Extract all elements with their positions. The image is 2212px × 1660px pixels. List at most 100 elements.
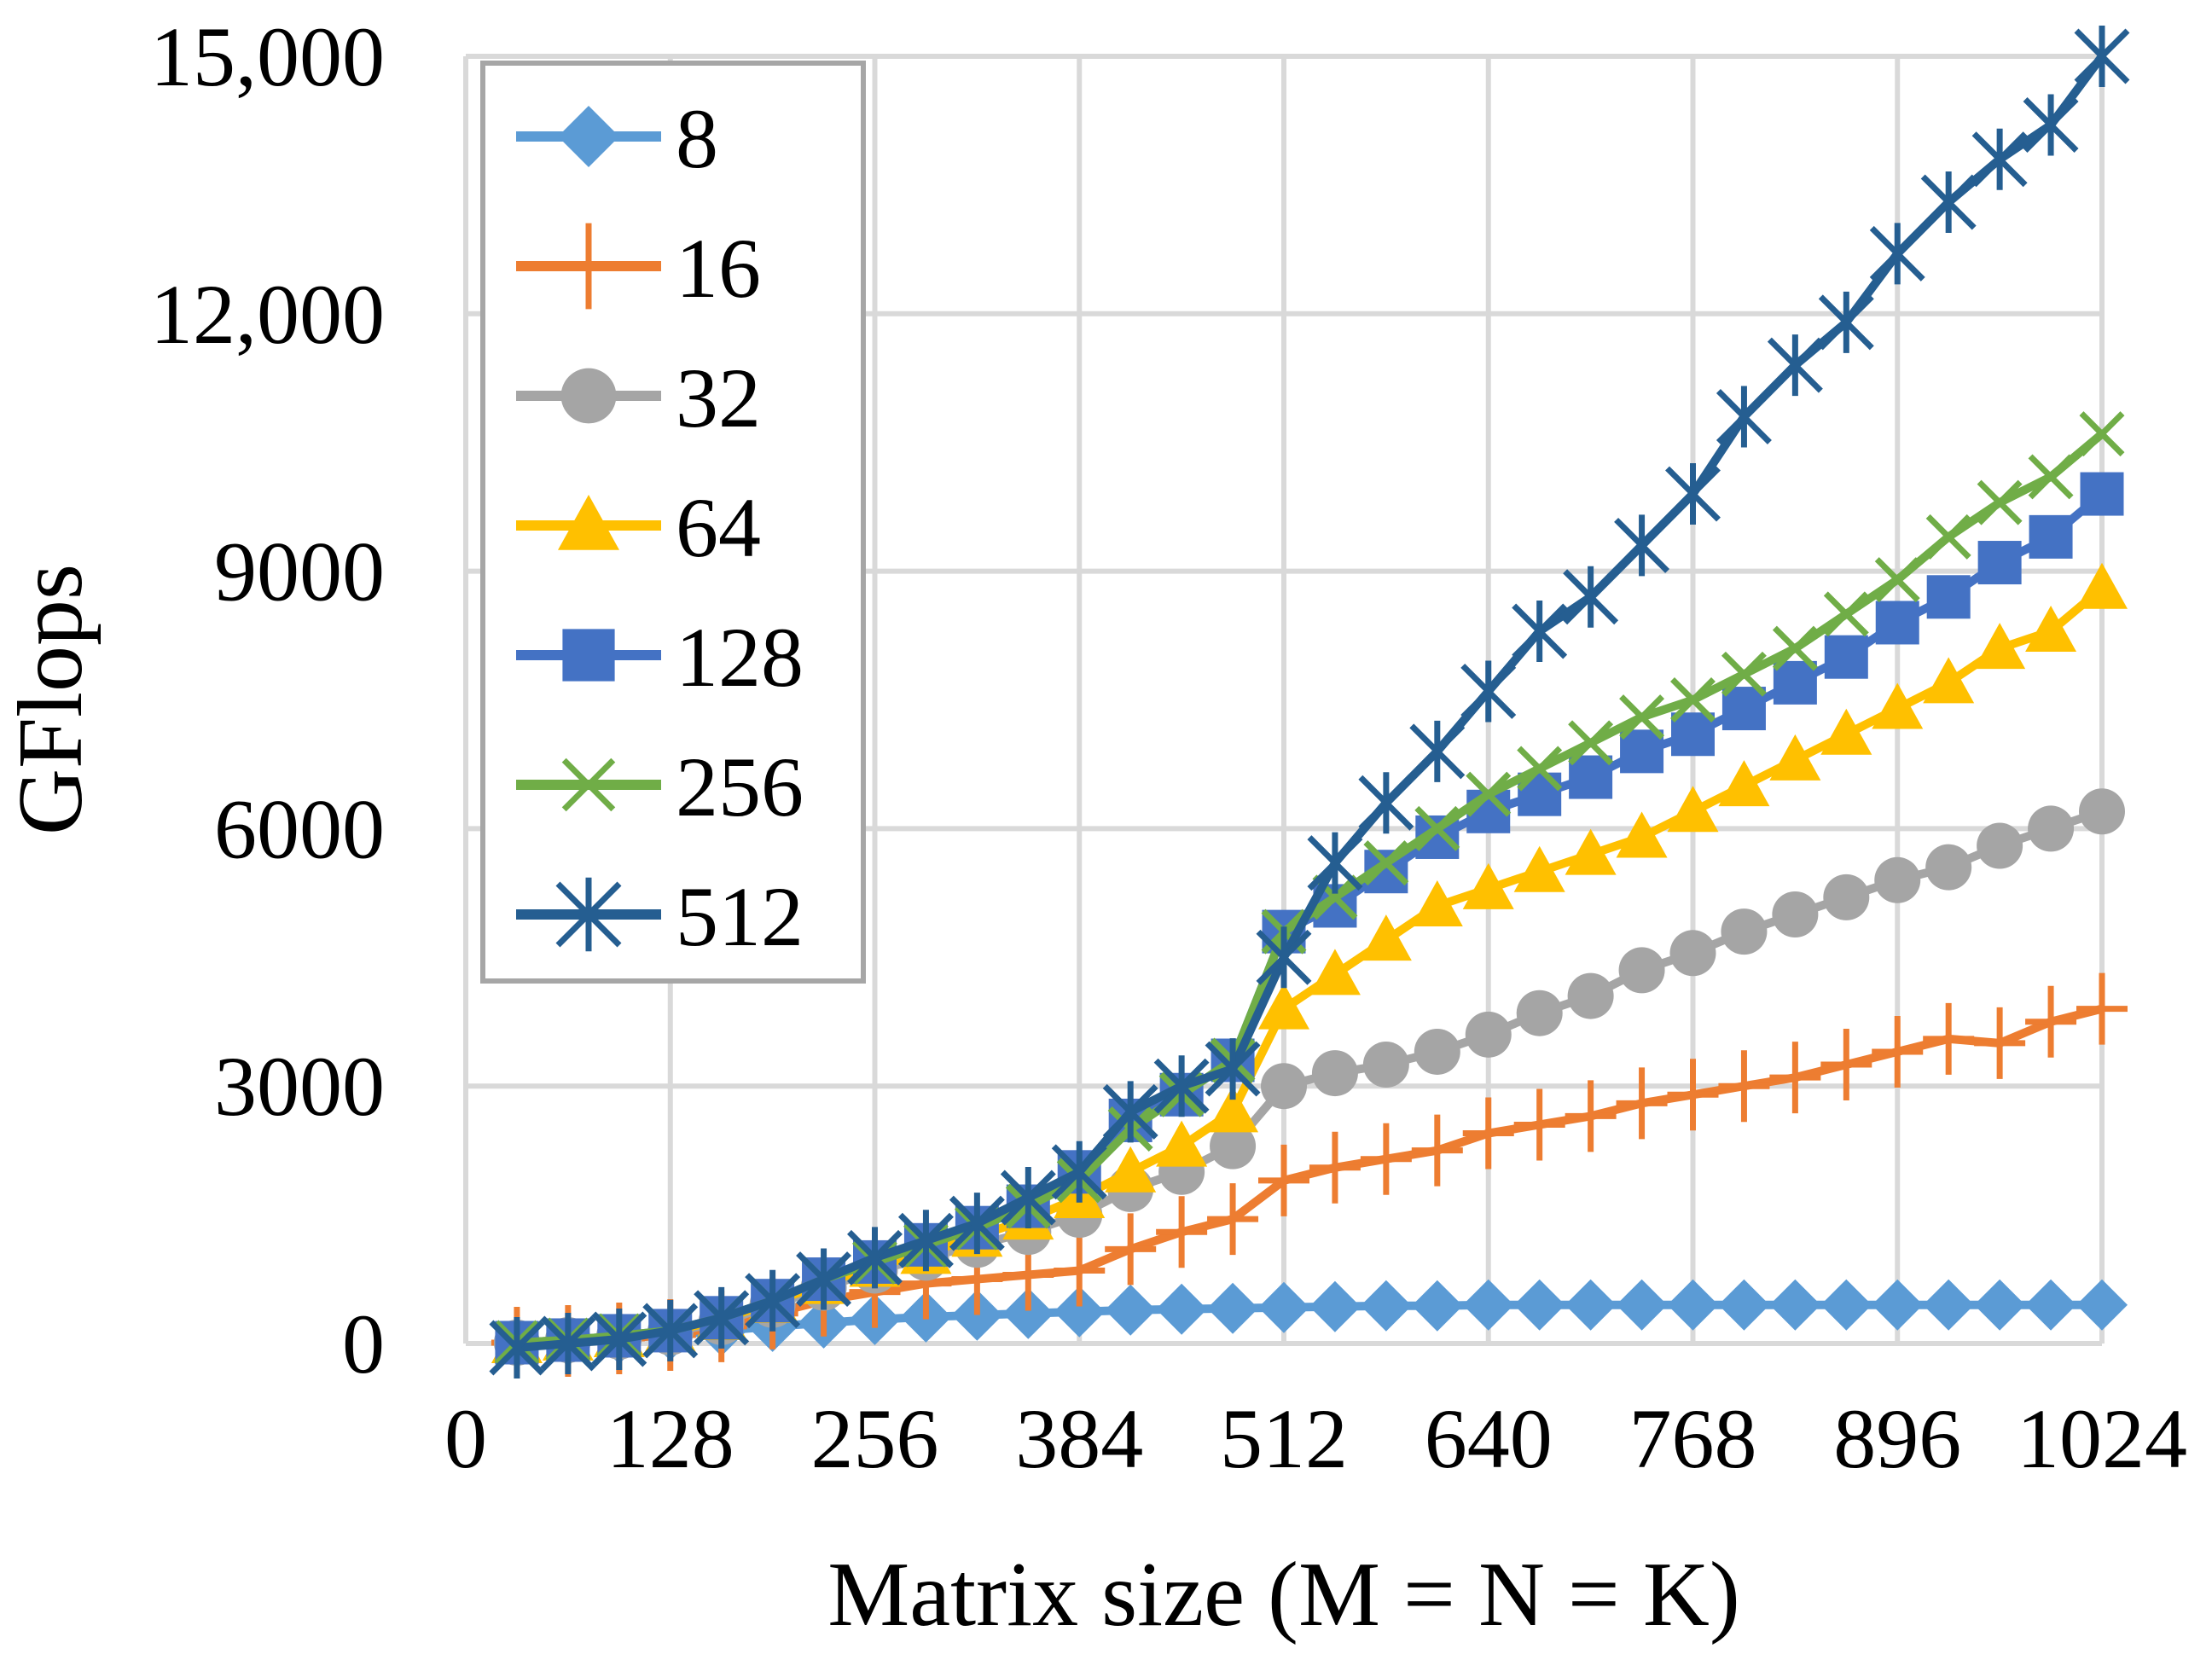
asterisk-marker <box>489 1317 545 1379</box>
circle-marker <box>1721 908 1768 955</box>
asterisk-marker <box>1920 171 1977 234</box>
x-tick-label: 512 <box>1220 1391 1348 1486</box>
diamond-marker <box>1156 1283 1208 1335</box>
asterisk-marker <box>2074 26 2130 87</box>
asterisk-marker <box>847 1227 903 1289</box>
tick-labels: 0 128 256 384 512 640 768 896 1024 0 3000 6000 9000 1… <box>150 9 2187 1486</box>
x-tick-label: 1024 <box>2017 1391 2187 1486</box>
square-marker <box>2029 514 2073 559</box>
triangle-marker <box>1411 879 1463 926</box>
legend-label: 64 <box>676 480 761 575</box>
square-marker <box>1773 660 1817 705</box>
plus-marker <box>1462 1097 1514 1170</box>
circle-marker <box>560 368 617 424</box>
diamond-marker <box>1054 1286 1106 1338</box>
asterisk-marker <box>1767 334 1823 397</box>
asterisk-marker <box>1409 720 1466 782</box>
series-layer <box>489 26 2130 1379</box>
plus-marker <box>558 223 619 310</box>
plus-marker <box>1513 1088 1565 1161</box>
legend-label: 16 <box>676 221 761 316</box>
x-marker <box>1414 805 1460 851</box>
legend-label: 32 <box>676 351 761 445</box>
x-marker <box>1568 720 1614 766</box>
x-marker <box>1874 557 1920 603</box>
plus-marker <box>1565 1080 1617 1152</box>
circle-marker <box>1669 930 1716 977</box>
asterisk-marker <box>949 1193 1005 1255</box>
legend-label: 512 <box>676 869 804 964</box>
x-tick-label: 256 <box>811 1391 939 1486</box>
square-marker <box>1926 575 1971 619</box>
asterisk-marker <box>1971 128 2028 190</box>
asterisk-marker <box>897 1210 954 1272</box>
y-tick-label: 9000 <box>214 525 385 619</box>
triangle-marker <box>1156 1120 1208 1167</box>
circle-marker <box>1567 972 1614 1019</box>
diamond-marker <box>1411 1280 1463 1332</box>
triangle-marker <box>1309 949 1361 995</box>
square-marker <box>1977 541 2022 585</box>
asterisk-marker <box>1665 463 1721 525</box>
diamond-marker <box>2025 1279 2077 1331</box>
triangle-marker <box>1667 786 1719 833</box>
asterisk-marker <box>2023 94 2079 156</box>
plus-marker <box>1258 1144 1309 1216</box>
x-marker <box>1619 694 1665 740</box>
triangle-marker <box>1565 828 1617 875</box>
square-marker <box>562 629 615 682</box>
x-tick-label: 128 <box>607 1391 734 1486</box>
x-tick-label: 0 <box>444 1391 487 1486</box>
legend-label: 8 <box>676 91 718 186</box>
plus-marker <box>1616 1067 1668 1140</box>
square-marker <box>1569 755 1613 799</box>
asterisk-marker <box>1307 832 1363 894</box>
circle-marker <box>1977 822 2023 869</box>
asterisk-marker <box>694 1286 750 1349</box>
triangle-marker <box>558 495 619 550</box>
legend: 8 16 32 64 128 256 512 <box>480 61 866 984</box>
y-tick-label: 15,000 <box>150 9 385 104</box>
diamond-marker <box>1513 1279 1565 1331</box>
diamond-marker <box>1974 1279 2026 1331</box>
plus-marker <box>1105 1213 1157 1286</box>
diamond-marker <box>1872 1279 1924 1331</box>
diamond-marker <box>558 106 619 167</box>
legend-item-16: 16 <box>516 221 761 316</box>
plus-marker <box>1207 1183 1259 1256</box>
square-marker <box>2080 472 2124 516</box>
circle-marker <box>1874 856 1921 903</box>
asterisk-marker <box>1000 1166 1056 1228</box>
asterisk-marker <box>1051 1141 1107 1203</box>
diamond-marker <box>1258 1281 1309 1333</box>
legend-item-8: 8 <box>516 91 718 186</box>
triangle-marker <box>1207 1086 1259 1133</box>
triangle-marker <box>2025 606 2077 653</box>
asterisk-marker <box>1153 1055 1210 1117</box>
asterisk-marker <box>1256 926 1312 989</box>
circle-marker <box>2079 788 2125 835</box>
legend-label: 256 <box>676 740 804 834</box>
asterisk-marker <box>1205 1038 1261 1100</box>
x-marker <box>1363 840 1409 886</box>
asterisk-marker <box>1460 660 1517 723</box>
diamond-marker <box>1616 1279 1668 1331</box>
diamond-marker <box>1002 1287 1054 1339</box>
legend-item-128: 128 <box>516 610 804 705</box>
plus-marker <box>1667 1059 1719 1131</box>
asterisk-marker <box>1563 566 1619 628</box>
diamond-marker <box>1309 1280 1361 1332</box>
legend-item-32: 32 <box>516 351 761 445</box>
asterisk-marker <box>642 1299 699 1361</box>
plus-marker <box>1974 1007 2026 1079</box>
x-marker <box>1823 591 1869 637</box>
asterisk-marker <box>1869 223 1925 285</box>
square-marker <box>1721 687 1766 731</box>
triangle-marker <box>1820 708 1872 755</box>
triangle-marker <box>1105 1146 1157 1193</box>
x-marker <box>2028 454 2074 500</box>
triangle-marker <box>1360 914 1412 961</box>
plus-marker <box>1718 1050 1770 1123</box>
y-tick-label: 12,000 <box>150 267 385 362</box>
